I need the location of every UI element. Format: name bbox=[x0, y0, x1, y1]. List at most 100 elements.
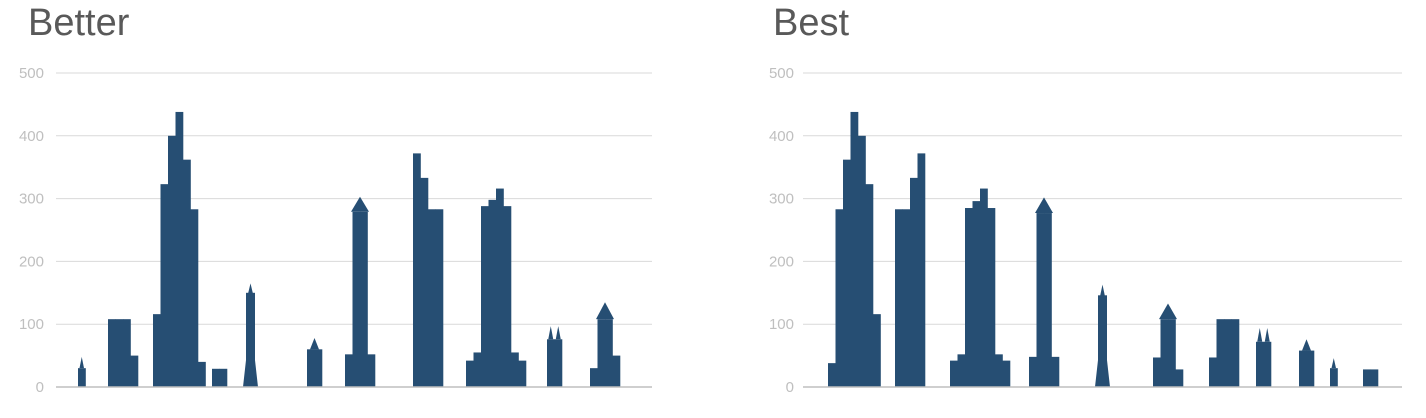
bar bbox=[123, 319, 131, 387]
y-tick-label: 400 bbox=[769, 128, 794, 145]
bar-spire bbox=[596, 302, 614, 320]
bar bbox=[1153, 357, 1161, 387]
bar bbox=[957, 354, 966, 387]
bar-group bbox=[1299, 339, 1315, 387]
bar bbox=[153, 314, 161, 387]
bar-group bbox=[547, 326, 563, 387]
bar bbox=[1051, 356, 1060, 387]
y-tick-label: 500 bbox=[769, 65, 794, 82]
bar bbox=[435, 209, 444, 387]
bar bbox=[503, 206, 512, 387]
bar bbox=[902, 209, 911, 387]
bar bbox=[473, 352, 482, 387]
bar bbox=[130, 355, 139, 387]
bar-spire bbox=[1159, 303, 1177, 320]
bar bbox=[590, 368, 598, 387]
bar-group bbox=[950, 188, 1011, 387]
bar bbox=[367, 354, 376, 387]
bar bbox=[420, 177, 429, 387]
chart-best: Best 0 100 200 300 400 500 bbox=[745, 0, 1426, 418]
bar-group bbox=[345, 196, 376, 387]
bar bbox=[950, 360, 958, 387]
chart-better: Better 0 100 200 300 400 500 bbox=[0, 0, 700, 418]
bar bbox=[835, 209, 844, 387]
bar bbox=[1256, 341, 1264, 387]
bar-group bbox=[108, 319, 139, 387]
bar bbox=[917, 153, 926, 387]
bar bbox=[965, 208, 973, 387]
bar bbox=[1330, 368, 1338, 387]
bar-spire bbox=[79, 356, 84, 369]
bar-spire bbox=[1035, 197, 1053, 214]
bar-group bbox=[1095, 284, 1110, 387]
bar bbox=[547, 339, 555, 387]
bar bbox=[865, 184, 874, 387]
bar bbox=[1036, 213, 1045, 387]
bar-group bbox=[1330, 358, 1338, 387]
bar bbox=[212, 368, 220, 387]
y-tick-label: 100 bbox=[19, 316, 44, 333]
y-tick-label: 300 bbox=[19, 191, 44, 208]
bar bbox=[175, 111, 184, 387]
chart-plot-area: 0 100 200 300 400 500 bbox=[769, 65, 1402, 396]
y-tick-label: 0 bbox=[36, 379, 44, 396]
bar bbox=[345, 354, 353, 387]
bar bbox=[168, 135, 176, 387]
y-tick-label: 200 bbox=[769, 253, 794, 270]
chart-title: Best bbox=[773, 2, 850, 44]
chart-title: Better bbox=[28, 2, 130, 44]
bar bbox=[597, 319, 606, 387]
bar-spire bbox=[548, 326, 554, 340]
bar bbox=[481, 206, 489, 387]
bar-group bbox=[895, 153, 926, 387]
bar-group bbox=[212, 368, 228, 387]
bar-group bbox=[413, 153, 444, 387]
bar bbox=[910, 177, 918, 387]
bar bbox=[1002, 360, 1011, 387]
chart-plot-area: 0 100 200 300 400 500 bbox=[19, 65, 652, 396]
bar bbox=[511, 352, 519, 387]
bar-group bbox=[1153, 303, 1184, 387]
bar bbox=[1175, 369, 1184, 387]
bar-group bbox=[1029, 197, 1060, 387]
bar bbox=[246, 292, 255, 386]
bar bbox=[1044, 213, 1052, 387]
bar bbox=[352, 211, 361, 387]
bar bbox=[612, 355, 621, 387]
bar bbox=[1306, 350, 1315, 387]
y-tick-label: 400 bbox=[19, 128, 44, 145]
bar bbox=[518, 360, 527, 387]
bar-spire bbox=[1257, 327, 1263, 342]
bar-spire bbox=[1302, 339, 1311, 351]
bar bbox=[850, 111, 859, 387]
bar bbox=[78, 368, 86, 387]
y-tick-label: 300 bbox=[769, 191, 794, 208]
bar bbox=[895, 209, 903, 387]
y-tick-label: 0 bbox=[786, 379, 794, 396]
bar-spire bbox=[555, 326, 561, 340]
bar bbox=[307, 349, 315, 387]
bar bbox=[219, 368, 228, 387]
bar bbox=[987, 208, 996, 387]
bar bbox=[198, 361, 206, 387]
bar bbox=[828, 363, 836, 387]
bar bbox=[115, 319, 124, 387]
bar bbox=[428, 209, 436, 387]
bar bbox=[972, 201, 981, 387]
bar bbox=[1231, 319, 1240, 387]
bar-group bbox=[153, 111, 206, 387]
y-tick-label: 200 bbox=[19, 253, 44, 270]
bar bbox=[108, 319, 116, 387]
bar bbox=[1299, 350, 1307, 387]
bar bbox=[873, 314, 881, 387]
y-tick-label: 500 bbox=[19, 65, 44, 82]
bar bbox=[1224, 319, 1232, 387]
bar bbox=[466, 360, 474, 387]
bar bbox=[1098, 295, 1107, 386]
bar-group bbox=[466, 188, 527, 387]
bar-group bbox=[78, 356, 86, 387]
bar bbox=[1209, 357, 1217, 387]
bar-group bbox=[828, 111, 881, 387]
bar bbox=[1216, 319, 1225, 387]
bar-group bbox=[307, 338, 323, 387]
